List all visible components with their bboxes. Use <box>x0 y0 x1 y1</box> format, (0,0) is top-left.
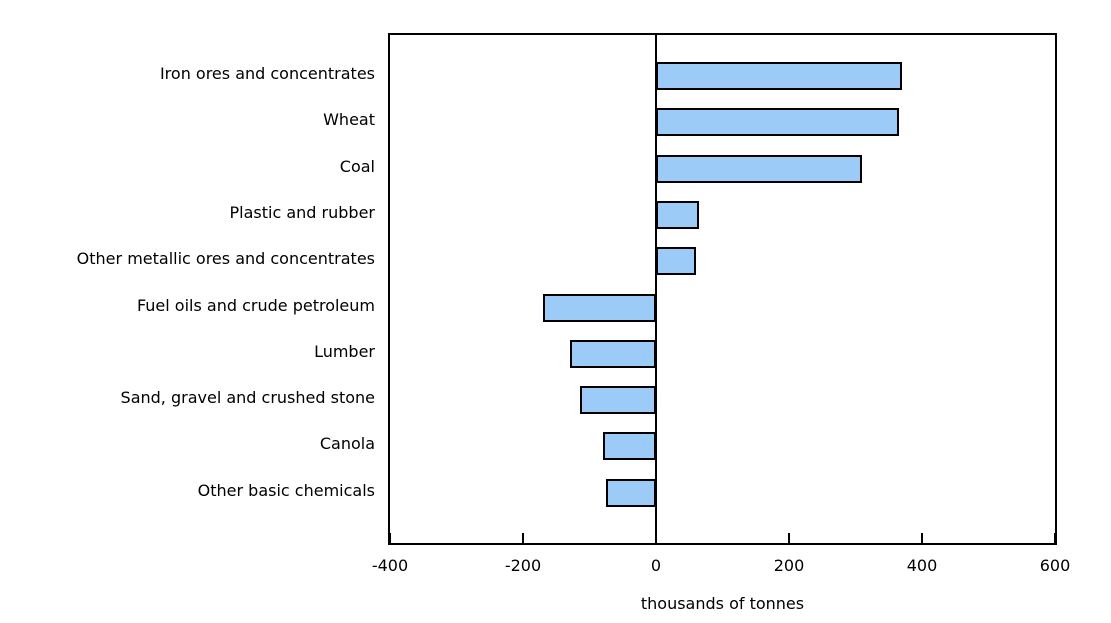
bar-coal <box>656 154 863 183</box>
category-label: Fuel oils and crude petroleum <box>136 295 375 315</box>
plot-area <box>388 33 1057 545</box>
bar-fuel-oils-and-crude-petroleum <box>542 293 656 322</box>
x-tick-mark <box>522 533 524 543</box>
category-label: Lumber <box>314 341 375 361</box>
bar-wheat <box>656 108 899 137</box>
bar-other-metallic-ores-and-concentrates <box>656 247 696 276</box>
x-tick-mark <box>921 533 923 543</box>
bar-other-basic-chemicals <box>606 478 656 507</box>
zero-line <box>655 35 657 543</box>
category-label: Other basic chemicals <box>197 480 375 500</box>
x-tick-label: 200 <box>773 556 805 575</box>
x-tick-mark <box>1054 533 1056 543</box>
bar-canola <box>602 432 656 461</box>
x-tick-label: -400 <box>371 556 409 575</box>
x-tick-mark <box>389 533 391 543</box>
bar-iron-ores-and-concentrates <box>656 62 903 90</box>
bar-sand-gravel-and-crushed-stone <box>579 386 656 415</box>
x-tick-label: 400 <box>906 556 938 575</box>
category-label: Coal <box>339 156 375 176</box>
category-label: Plastic and rubber <box>229 202 375 222</box>
x-tick-label: 0 <box>650 556 662 575</box>
category-label: Iron ores and concentrates <box>159 64 375 83</box>
category-label: Wheat <box>323 110 375 130</box>
x-tick-label: 600 <box>1039 556 1071 575</box>
bar-plastic-and-rubber <box>656 200 700 229</box>
category-label: Canola <box>319 434 375 454</box>
category-label: Sand, gravel and crushed stone <box>120 388 375 408</box>
category-label: Other metallic ores and concentrates <box>76 249 375 269</box>
x-tick-mark <box>788 533 790 543</box>
x-tick-mark <box>655 533 657 543</box>
x-axis-label: thousands of tonnes <box>640 594 805 613</box>
x-tick-label: -200 <box>504 556 542 575</box>
bar-lumber <box>569 339 656 368</box>
